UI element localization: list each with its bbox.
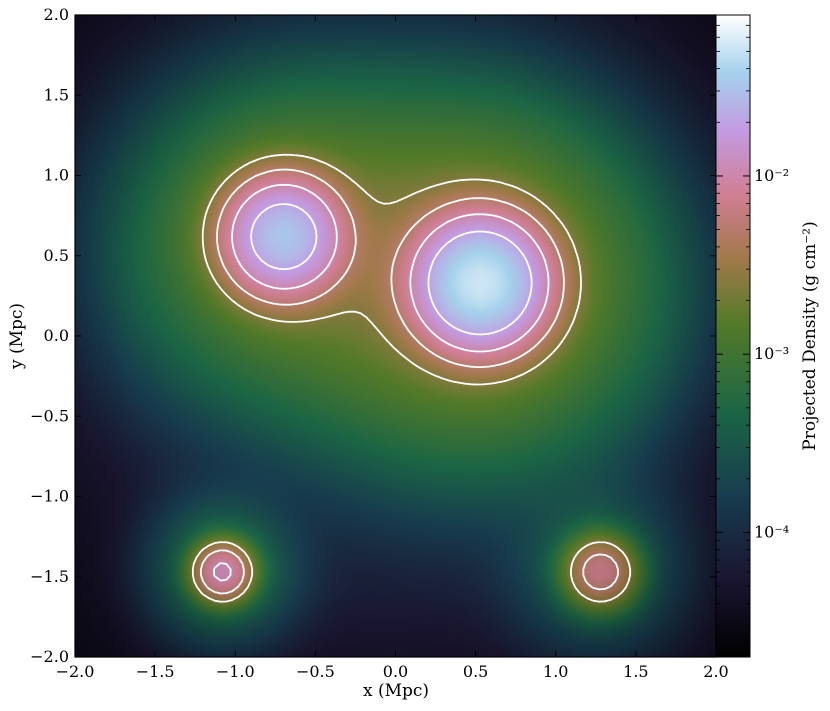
y-tick-label: −0.5 xyxy=(30,406,69,425)
contour-level-2 xyxy=(200,168,619,595)
colorbar-ticks: 10⁻⁴ 10⁻³ 10⁻² xyxy=(716,14,789,658)
x-tick-label: −1.5 xyxy=(136,662,175,681)
y-tick-label: −2.0 xyxy=(30,647,69,666)
y-tick-label: 1.5 xyxy=(44,85,69,104)
x-tick-label: 1.0 xyxy=(543,662,568,681)
x-tick-label: −2.0 xyxy=(56,662,95,681)
contour-level-1 xyxy=(191,153,632,603)
vignette-overlay xyxy=(75,15,716,657)
y-tick-label: 2.0 xyxy=(44,5,69,24)
colorbar-label: Projected Density (g cm⁻²) xyxy=(800,221,820,450)
colorbar-tick-label: 10⁻² xyxy=(754,166,789,185)
colorbar-tick-label: 10⁻⁴ xyxy=(754,522,789,541)
y-axis: −2.0 −1.5 −1.0 −0.5 0.0 0.5 1.0 1.5 2.0 xyxy=(30,5,716,666)
plot-area: −2.0 −1.5 −1.0 −0.5 0.0 0.5 1.0 1.5 2.0 −2.0 −1.5… xyxy=(30,5,729,681)
y-tick-label: 0.0 xyxy=(44,326,69,345)
x-tick-label: 1.5 xyxy=(623,662,648,681)
x-axis: −2.0 −1.5 −1.0 −0.5 0.0 0.5 1.0 1.5 2.0 xyxy=(56,15,729,681)
y-tick-label: −1.5 xyxy=(30,567,69,586)
contour-layer xyxy=(191,153,632,603)
x-tick-label: 0.5 xyxy=(463,662,488,681)
colorbar: 10⁻⁴ 10⁻³ 10⁻² Projected Density (g cm⁻²) xyxy=(715,14,820,658)
y-axis-label: y (Mpc) xyxy=(7,303,27,370)
colorbar-gradient xyxy=(715,14,751,658)
x-axis-label: x (Mpc) xyxy=(363,681,429,701)
x-tick-label: −0.5 xyxy=(296,662,335,681)
x-tick-label: −1.0 xyxy=(216,662,255,681)
y-tick-label: 1.0 xyxy=(44,166,69,185)
contour-level-4 xyxy=(250,203,533,336)
colorbar-tick-label: 10⁻³ xyxy=(754,344,789,363)
y-tick-label: 0.5 xyxy=(44,246,69,265)
contour-level-3 xyxy=(213,183,550,582)
y-tick-label: −1.0 xyxy=(30,487,69,506)
x-tick-label: 0.0 xyxy=(383,662,408,681)
x-tick-label: 2.0 xyxy=(703,662,728,681)
